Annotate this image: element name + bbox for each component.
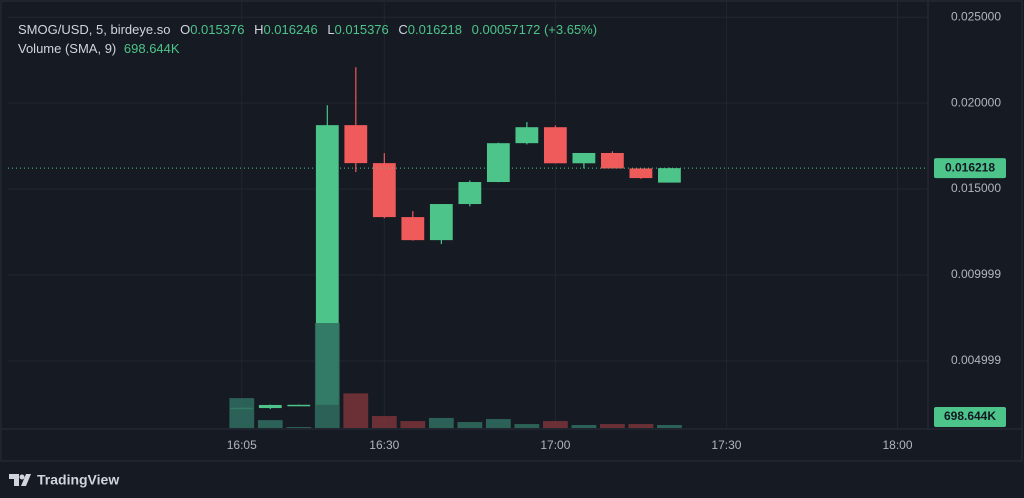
volume-bar — [257, 420, 283, 428]
candle-body — [287, 404, 311, 407]
chart-frame — [0, 0, 1023, 462]
volume-bar — [571, 425, 597, 428]
candle-body — [401, 217, 425, 241]
volume-bar — [457, 422, 483, 428]
x-tick-label: 16:05 — [227, 438, 257, 452]
candle-body — [572, 152, 596, 164]
candle-body — [515, 127, 539, 144]
candle-body — [543, 127, 567, 164]
high-label: H — [254, 22, 263, 37]
volume-header: Volume (SMA, 9) 698.644K — [18, 41, 180, 56]
volume-bar — [599, 424, 625, 428]
close-label: C — [398, 22, 407, 37]
candle-body — [458, 182, 482, 205]
low-label: L — [327, 22, 334, 37]
volume-bar — [314, 323, 340, 428]
volume-sma-tag — [934, 407, 1006, 428]
candle-body — [429, 204, 453, 241]
chart-title: SMOG/USD, 5, birdeye.so — [18, 22, 170, 37]
volume-bar — [229, 398, 255, 428]
logo-dot — [19, 474, 25, 480]
candle-body — [486, 143, 510, 183]
candle-body — [258, 404, 282, 409]
last-price-label: 0.016218 — [945, 160, 995, 174]
candle-body — [658, 168, 681, 183]
x-tick-label: 17:30 — [711, 438, 741, 452]
volume-bar — [286, 427, 312, 428]
volume-bar — [514, 424, 540, 428]
volume-bar — [657, 425, 682, 428]
brand-name: TradingView — [37, 472, 119, 488]
chart-header: SMOG/USD, 5, birdeye.so O0.015376 H0.016… — [18, 22, 597, 37]
volume-bar — [542, 421, 568, 428]
open-label: O — [180, 22, 190, 37]
high-value: 0.016246 — [263, 22, 317, 37]
volume-bar — [400, 421, 426, 428]
y-tick-label: 0.004999 — [951, 353, 1001, 367]
y-tick-label: 0.009999 — [951, 267, 1001, 281]
open-value: 0.015376 — [190, 22, 244, 37]
x-tick-label: 16:30 — [369, 438, 399, 452]
low-value: 0.015376 — [335, 22, 389, 37]
x-tick-label: 17:00 — [540, 438, 570, 452]
plot-area — [8, 0, 928, 428]
volume-bar — [343, 393, 369, 428]
candle-body — [600, 152, 624, 169]
close-value: 0.016218 — [408, 22, 462, 37]
y-tick-label: 0.020000 — [951, 95, 1001, 109]
volume-bar — [485, 419, 511, 428]
volume-label: Volume (SMA, 9) — [18, 41, 116, 56]
candle-body — [372, 163, 396, 218]
y-tick-label: 0.025000 — [951, 9, 1001, 23]
volume-bar — [428, 417, 454, 428]
last-price-tag — [934, 158, 1006, 179]
volume-sma-value: 698.644K — [124, 41, 180, 56]
volume-bar — [371, 416, 397, 428]
y-tick-label: 0.015000 — [951, 181, 1001, 195]
volume-sma-tag-label: 698.644K — [944, 409, 996, 423]
volume-bar — [628, 424, 654, 428]
logo-icon — [9, 474, 31, 486]
candle-body — [629, 168, 653, 179]
change-value: 0.00057172 (+3.65%) — [472, 22, 597, 37]
tradingview-logo: TradingView — [9, 472, 119, 488]
candle-body — [344, 125, 368, 164]
x-tick-label: 18:00 — [882, 438, 912, 452]
